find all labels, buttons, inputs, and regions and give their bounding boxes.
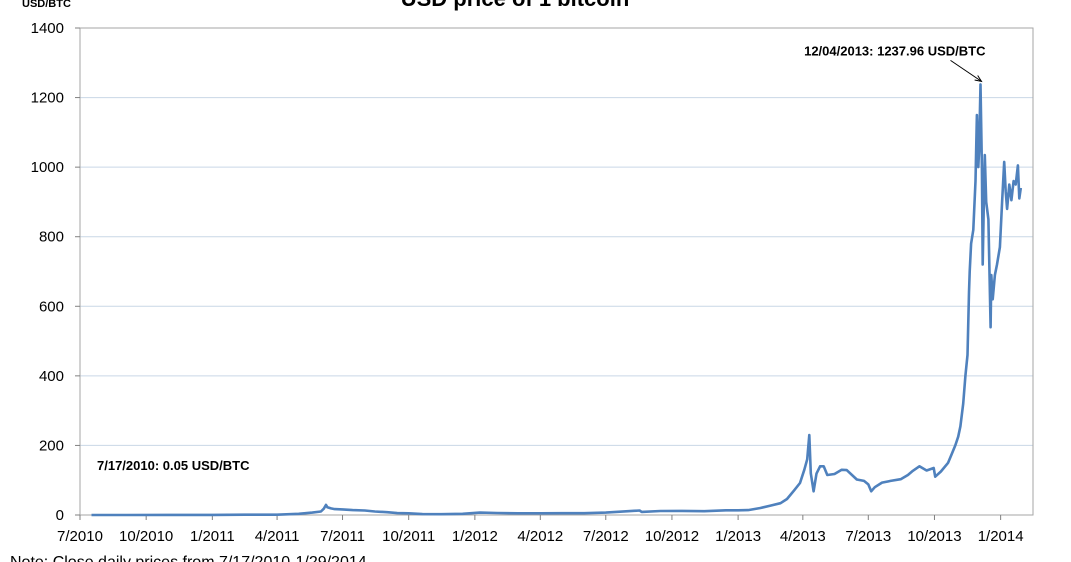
plot-area-border bbox=[79, 27, 1034, 516]
x-tick-label: 1/2012 bbox=[452, 528, 498, 545]
peak-arrow-head bbox=[974, 75, 983, 83]
x-tick-label: 1/2014 bbox=[978, 528, 1024, 545]
gridlines bbox=[80, 97, 1033, 446]
price-series-line bbox=[91, 83, 1023, 517]
y-tick-label: 600 bbox=[39, 298, 64, 315]
x-axis: 7/2010 10/2010 1/2011 4/2011 7/2011 10/2011 1/… bbox=[57, 515, 1024, 545]
x-tick-label: 1/2011 bbox=[190, 528, 235, 545]
x-tick-label: 4/2011 bbox=[255, 528, 300, 545]
y-axis: 0 200 400 600 800 1000 1200 1400 bbox=[31, 20, 80, 524]
y-tick-label: 200 bbox=[39, 437, 64, 454]
y-tick-label: 1400 bbox=[31, 20, 64, 37]
x-tick-label: 7/2011 bbox=[320, 528, 365, 545]
start-annotation: 7/17/2010: 0.05 USD/BTC bbox=[97, 458, 250, 473]
y-tick-label: 1000 bbox=[31, 159, 64, 176]
x-tick-label: 7/2010 bbox=[57, 528, 103, 545]
y-tick-label: 400 bbox=[39, 368, 64, 385]
peak-arrow-line bbox=[950, 59, 982, 82]
y-tick-label: 1200 bbox=[31, 90, 64, 107]
y-tick-label: 0 bbox=[56, 507, 64, 524]
y-axis-unit-label: USD/BTC bbox=[22, 0, 71, 10]
chart-title: USD price of 1 bitcoin bbox=[401, 0, 630, 11]
peak-annotation: 12/04/2013: 1237.96 USD/BTC bbox=[804, 43, 986, 58]
x-tick-label: 10/2012 bbox=[645, 528, 699, 545]
x-tick-label: 10/2010 bbox=[119, 528, 173, 545]
y-tick-label: 800 bbox=[39, 229, 64, 246]
x-tick-label: 4/2013 bbox=[780, 528, 826, 545]
x-tick-label: 10/2011 bbox=[382, 528, 435, 545]
x-tick-label: 10/2013 bbox=[907, 528, 961, 545]
x-tick-label: 7/2012 bbox=[583, 528, 629, 545]
chart-note: Note: Close daily prices from 7/17/2010-… bbox=[10, 554, 367, 562]
x-tick-label: 7/2013 bbox=[845, 528, 891, 545]
x-tick-label: 4/2012 bbox=[517, 528, 563, 545]
annotations: 12/04/2013: 1237.96 USD/BTC 7/17/2010: 0.… bbox=[97, 43, 986, 473]
x-tick-label: 1/2013 bbox=[715, 528, 761, 545]
